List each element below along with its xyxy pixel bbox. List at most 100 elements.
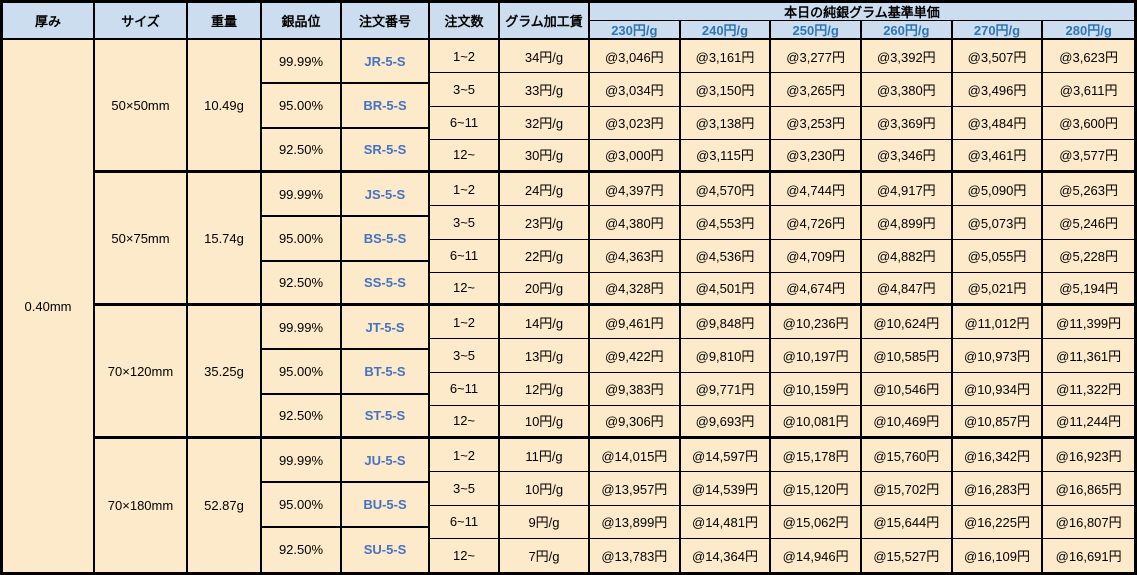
order-quantity-cell: 12~ xyxy=(430,538,500,572)
order-quantity-cell: 12~ xyxy=(430,405,500,439)
price-cell: @4,726円 xyxy=(771,206,862,240)
price-cell: @10,546円 xyxy=(861,372,953,406)
price-cell: @3,623円 xyxy=(1043,40,1134,74)
price-cell: @10,973円 xyxy=(952,339,1044,373)
purity-cell: 99.99% xyxy=(262,306,342,351)
price-cell: @3,461円 xyxy=(952,139,1044,173)
weight-cell: 52.87g xyxy=(188,439,262,572)
price-cell: @9,383円 xyxy=(590,372,681,406)
price-cell: @3,484円 xyxy=(952,106,1044,140)
price-cell: @14,946円 xyxy=(771,538,862,572)
price-cell: @15,702円 xyxy=(861,472,953,506)
weight-cell: 35.25g xyxy=(188,306,262,439)
price-cell: @4,536円 xyxy=(680,239,772,273)
price-cell: @11,244円 xyxy=(1043,405,1134,439)
order-no-cell[interactable]: SR-5-S xyxy=(342,128,430,173)
price-cell: @14,597円 xyxy=(680,439,772,473)
price-cell: @3,611円 xyxy=(1043,73,1134,107)
processing-fee-cell: 22円/g xyxy=(500,239,590,273)
price-cell: @3,577円 xyxy=(1043,139,1134,173)
order-no-cell[interactable]: JR-5-S xyxy=(342,40,430,85)
order-quantity-cell: 1~2 xyxy=(430,40,500,74)
processing-fee-cell: 34円/g xyxy=(500,40,590,74)
order-quantity-cell: 6~11 xyxy=(430,239,500,273)
price-cell: @3,600円 xyxy=(1043,106,1134,140)
price-cell: @11,361円 xyxy=(1043,339,1134,373)
order-quantity-cell: 12~ xyxy=(430,139,500,173)
col-header-purity: 銀品位 xyxy=(262,3,342,40)
price-cell: @5,263円 xyxy=(1043,173,1134,207)
price-cell: @4,380円 xyxy=(590,206,681,240)
order-quantity-cell: 1~2 xyxy=(430,173,500,207)
order-no-cell[interactable]: JT-5-S xyxy=(342,306,430,351)
price-cell: @10,624円 xyxy=(861,306,953,340)
price-col-header-5: 280円/g xyxy=(1043,21,1134,40)
price-col-header-1: 240円/g xyxy=(680,21,772,40)
processing-fee-cell: 12円/g xyxy=(500,372,590,406)
processing-fee-cell: 7円/g xyxy=(500,538,590,572)
price-cell: @4,882円 xyxy=(861,239,953,273)
price-cell: @3,046円 xyxy=(590,40,681,74)
price-cell: @3,161円 xyxy=(680,40,772,74)
price-cell: @10,934円 xyxy=(952,372,1044,406)
col-header-size: サイズ xyxy=(95,3,188,40)
order-no-cell[interactable]: BR-5-S xyxy=(342,84,430,129)
price-cell: @4,674円 xyxy=(771,272,862,306)
order-quantity-cell: 12~ xyxy=(430,272,500,306)
price-cell: @16,865円 xyxy=(1043,472,1134,506)
weight-cell: 15.74g xyxy=(188,173,262,306)
price-cell: @4,397円 xyxy=(590,173,681,207)
col-header-order-quantity: 注文数 xyxy=(430,3,500,40)
purity-cell: 92.50% xyxy=(262,394,342,439)
price-cell: @4,501円 xyxy=(680,272,772,306)
price-cell: @3,277円 xyxy=(771,40,862,74)
order-no-cell[interactable]: BU-5-S xyxy=(342,483,430,528)
processing-fee-cell: 20円/g xyxy=(500,272,590,306)
price-cell: @4,744円 xyxy=(771,173,862,207)
processing-fee-cell: 33円/g xyxy=(500,73,590,107)
price-cell: @5,073円 xyxy=(952,206,1044,240)
price-cell: @3,265円 xyxy=(771,73,862,107)
order-quantity-cell: 6~11 xyxy=(430,106,500,140)
processing-fee-cell: 24円/g xyxy=(500,173,590,207)
price-cell: @10,236円 xyxy=(771,306,862,340)
price-cell: @9,693円 xyxy=(680,405,772,439)
price-cell: @16,283円 xyxy=(952,472,1044,506)
price-cell: @4,917円 xyxy=(861,173,953,207)
weight-cell: 10.49g xyxy=(188,40,262,173)
price-cell: @10,159円 xyxy=(771,372,862,406)
size-cell: 70×180mm xyxy=(95,439,188,572)
size-cell: 50×50mm xyxy=(95,40,188,173)
price-cell: @9,306円 xyxy=(590,405,681,439)
order-quantity-cell: 3~5 xyxy=(430,73,500,107)
col-header-order-number: 注文番号 xyxy=(342,3,430,40)
price-cell: @15,527円 xyxy=(861,538,953,572)
price-cell: @15,760円 xyxy=(861,439,953,473)
order-quantity-cell: 1~2 xyxy=(430,306,500,340)
order-no-cell[interactable]: ST-5-S xyxy=(342,394,430,439)
col-header-thickness: 厚み xyxy=(3,3,95,40)
price-col-header-4: 270円/g xyxy=(952,21,1044,40)
col-header-processing-fee: グラム加工賃 xyxy=(500,3,590,40)
order-no-cell[interactable]: JS-5-S xyxy=(342,173,430,218)
price-cell: @4,553円 xyxy=(680,206,772,240)
order-no-cell[interactable]: SU-5-S xyxy=(342,527,430,572)
price-cell: @10,469円 xyxy=(861,405,953,439)
order-no-cell[interactable]: SS-5-S xyxy=(342,261,430,306)
purity-cell: 99.99% xyxy=(262,439,342,484)
price-cell: @15,178円 xyxy=(771,439,862,473)
price-cell: @16,923円 xyxy=(1043,439,1134,473)
price-cell: @9,810円 xyxy=(680,339,772,373)
price-cell: @3,034円 xyxy=(590,73,681,107)
order-no-cell[interactable]: BT-5-S xyxy=(342,350,430,395)
order-quantity-cell: 1~2 xyxy=(430,439,500,473)
order-quantity-cell: 3~5 xyxy=(430,339,500,373)
price-cell: @11,322円 xyxy=(1043,372,1134,406)
order-quantity-cell: 3~5 xyxy=(430,472,500,506)
price-cell: @3,138円 xyxy=(680,106,772,140)
purity-cell: 92.50% xyxy=(262,128,342,173)
price-cell: @5,021円 xyxy=(952,272,1044,306)
order-no-cell[interactable]: BS-5-S xyxy=(342,217,430,262)
order-no-cell[interactable]: JU-5-S xyxy=(342,439,430,484)
